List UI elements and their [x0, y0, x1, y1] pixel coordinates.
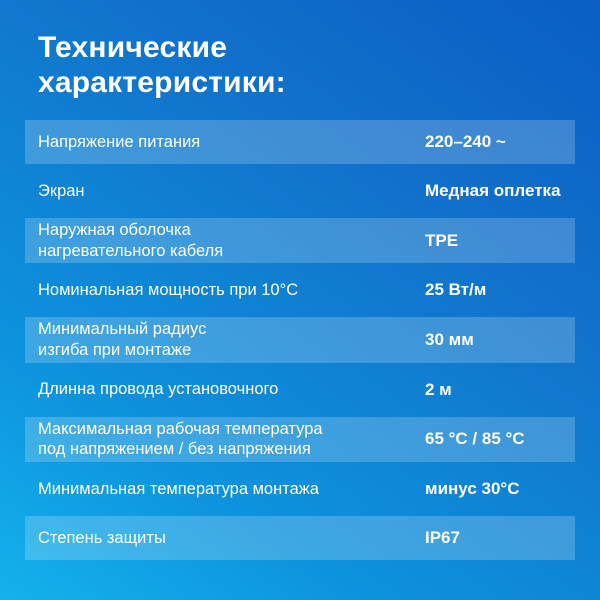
spec-table: Напряжение питания 220–240 ~ Экран Медна…	[25, 120, 575, 565]
spec-label: Длинна провода установочного	[38, 380, 279, 399]
spec-label: Максимальная рабочая температура под нап…	[38, 419, 323, 459]
spec-label: Напряжение питания	[38, 132, 201, 151]
spec-row-nominal-power: Номинальная мощность при 10°C 25 Вт/м	[25, 268, 575, 312]
spec-label: Минимальная температура монтажа	[38, 479, 319, 498]
spec-row-max-temperature: Максимальная рабочая температура под нап…	[25, 416, 575, 462]
spec-label: Наружная оболочка нагревательного кабеля	[38, 221, 224, 260]
spec-row-min-install-temperature: Минимальная температура монтажа минус 30…	[25, 467, 575, 511]
spec-row-voltage: Напряжение питания 220–240 ~	[25, 120, 575, 165]
spec-row-bend-radius: Минимальный радиус изгиба при монтаже 30…	[25, 317, 575, 363]
spec-value: 65 °C / 85 °C	[425, 429, 525, 449]
spec-row-protection-class: Степень защиты IP67	[25, 515, 575, 560]
spec-value: 220–240 ~	[425, 132, 506, 152]
spec-value: 25 Вт/м	[425, 280, 487, 300]
spec-row-outer-sheath: Наружная оболочка нагревательного кабеля…	[25, 218, 575, 264]
spec-row-screen: Экран Медная оплетка	[25, 169, 575, 213]
spec-label: Экран	[38, 181, 85, 200]
spec-value: IP67	[425, 527, 460, 547]
spec-value: 30 мм	[425, 330, 474, 350]
spec-label: Степень защиты	[38, 528, 166, 547]
page-title: Технические характеристики:	[38, 31, 286, 100]
spec-label: Номинальная мощность при 10°C	[38, 281, 299, 300]
spec-label: Минимальный радиус изгиба при монтаже	[38, 320, 207, 360]
spec-value: Медная оплетка	[425, 181, 561, 201]
spec-row-wire-length: Длинна провода установочного 2 м	[25, 368, 575, 412]
spec-value: TPE	[425, 230, 459, 250]
spec-value: 2 м	[425, 379, 452, 399]
spec-value: минус 30°C	[425, 478, 520, 498]
